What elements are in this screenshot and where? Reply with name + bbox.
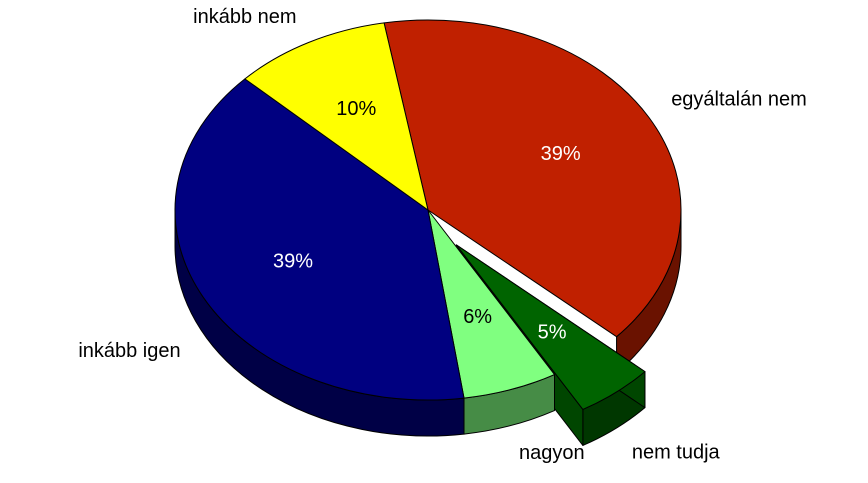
value-label: 10% — [336, 98, 376, 120]
pie-tops — [174, 19, 682, 410]
slice — [244, 22, 429, 211]
slice — [174, 78, 465, 401]
slice — [455, 244, 646, 410]
value-label: 6% — [463, 306, 492, 328]
value-label: 39% — [541, 143, 581, 165]
category-label: nagyon — [519, 442, 585, 464]
value-label: 39% — [273, 251, 313, 273]
category-label: inkább nem — [193, 6, 296, 28]
value-label: 5% — [538, 322, 567, 344]
labels: 39% egyáltalán nem 5% nem tudja 6% nagyon 39% i… — [78, 6, 807, 464]
slice — [383, 19, 682, 338]
category-label: nem tudja — [632, 441, 721, 463]
category-label: inkább igen — [78, 340, 180, 362]
category-label: egyáltalán nem — [671, 89, 807, 111]
